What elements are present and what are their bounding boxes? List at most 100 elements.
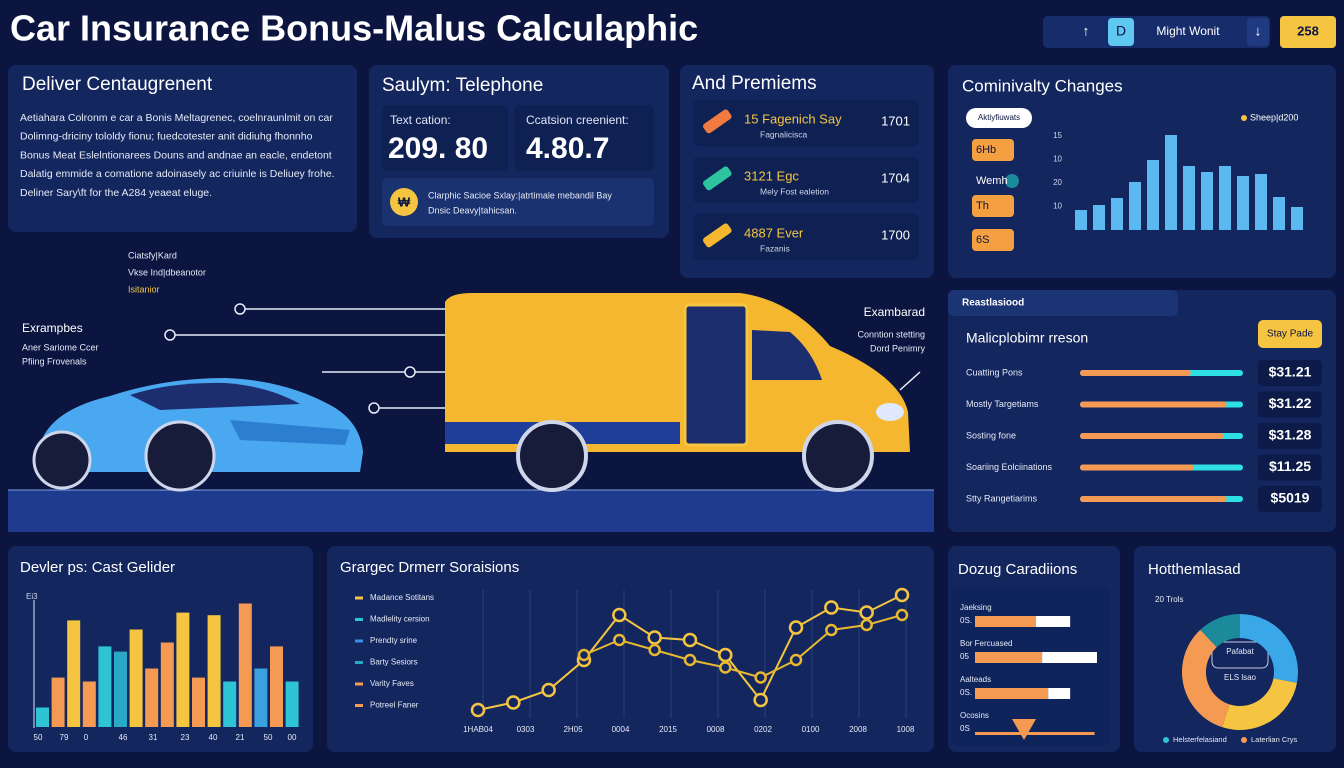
bar-segment: [975, 616, 1036, 627]
button[interactable]: [1258, 320, 1322, 348]
bar: [36, 707, 49, 727]
bar: [114, 651, 127, 727]
bar: [1255, 174, 1267, 230]
x-tick-label: 50: [264, 733, 273, 742]
panel-title: Deliver Centaugrenent: [22, 74, 213, 95]
item-name: 4887 Ever: [744, 225, 804, 240]
toolbar-item[interactable]: ↓: [1255, 23, 1262, 39]
paragraph-line: Bonus Meat Eslelntionarees Douns and and…: [20, 149, 332, 161]
bar-segment: [975, 688, 1049, 699]
panel-title: Grargec Drmerr Soraisions: [340, 559, 519, 576]
bar-segment: [1048, 688, 1071, 699]
progress-bar: [1080, 433, 1224, 439]
x-tick-label: 0008: [707, 725, 725, 734]
panel: [8, 65, 357, 232]
van-door: [683, 303, 749, 447]
progress-bar: [1080, 464, 1195, 471]
item-value: 1704: [881, 170, 910, 185]
hero-note: Conntion stetting: [857, 329, 925, 339]
side-label: Wemh: [976, 175, 1008, 187]
bar: [1183, 166, 1195, 230]
row-name: Stty Rangetiarims: [966, 493, 1038, 503]
paragraph-line: Deliner Sary\ft for the A284 yeaeat elug…: [20, 187, 212, 199]
paragraph-line: Aetiahara Colronm e car a Bonis Meltagre…: [20, 112, 333, 124]
donut-segment: [1240, 614, 1298, 683]
progress-bar: [1080, 401, 1227, 408]
item-icon: [703, 166, 732, 191]
point: [754, 671, 767, 684]
bar: [160, 642, 174, 727]
pill-text[interactable]: Aktiyfiuwats: [978, 113, 1020, 122]
point: [718, 647, 733, 663]
bar: [145, 668, 159, 727]
donut-icon: [1211, 641, 1269, 669]
bar-segment: [975, 732, 1095, 735]
value-box: [1258, 391, 1322, 418]
side-box: [972, 195, 1014, 217]
hero-note: Dord Penimry: [870, 343, 926, 353]
row-label: Aalteads: [960, 675, 991, 684]
item-icon: [703, 223, 732, 248]
bar: [270, 646, 283, 727]
row-name: Sosting fone: [966, 430, 1016, 440]
side-label: Th: [976, 200, 989, 212]
point: [470, 702, 486, 718]
van: [445, 293, 910, 492]
page-title: Car Insurance Bonus-Malus Calculaphic: [10, 8, 698, 49]
row-label: Jaeksing: [960, 603, 992, 612]
connector-dot: [404, 366, 416, 378]
value-box: [1258, 423, 1322, 449]
side-label: 6Hb: [976, 144, 996, 156]
bar: [238, 603, 252, 727]
x-tick-label: 0004: [612, 725, 630, 734]
axis-label: 20: [1053, 178, 1062, 187]
point: [825, 623, 838, 637]
button-label[interactable]: Stay Pade: [1267, 329, 1314, 340]
bar: [1129, 182, 1141, 230]
pill[interactable]: [966, 108, 1032, 128]
item-row: [693, 100, 919, 146]
paragraph-line: Dalatig emmide a comatione adoinasely ac…: [20, 168, 335, 180]
axis-label: 15: [1053, 131, 1062, 140]
x-tick-label: 0202: [754, 725, 772, 734]
toolbar-button[interactable]: [1108, 18, 1134, 46]
donut-segment: [1200, 614, 1240, 648]
point: [824, 600, 839, 615]
panel-title: Malicplobimr rreson: [966, 330, 1088, 346]
row-value: $31.21: [1269, 364, 1312, 380]
progress-bar: [1080, 496, 1227, 502]
toolbar-item[interactable]: Might Wonit: [1156, 24, 1220, 38]
note-line: Dnsic Deavy|tahicsan.: [428, 205, 517, 215]
badge-text[interactable]: 258: [1297, 23, 1319, 38]
x-tick-label: 23: [181, 733, 190, 742]
bar: [223, 681, 237, 727]
bar: [1075, 210, 1087, 230]
point: [789, 653, 803, 667]
donut-segment: [1222, 678, 1297, 730]
side-box: [972, 229, 1014, 251]
bar: [1165, 135, 1177, 230]
bar: [207, 615, 221, 727]
x-tick-label: 46: [119, 733, 128, 742]
toolbar-button[interactable]: [1247, 18, 1269, 46]
toolbar-item[interactable]: D: [1116, 23, 1126, 39]
hero-note: Vkse Ind|dbeanotor: [128, 267, 206, 277]
legend-dot: [1241, 115, 1247, 121]
x-tick-label: 2H05: [563, 725, 583, 734]
progress-bar: [1080, 370, 1191, 376]
point: [895, 608, 909, 622]
legend-swatch: [355, 704, 363, 707]
axis-label: 10: [1053, 202, 1062, 211]
donut-segment: [1182, 629, 1230, 728]
badge[interactable]: [1280, 16, 1336, 48]
legend-dot: [1163, 737, 1169, 743]
toolbar-item[interactable]: ↑: [1083, 23, 1090, 39]
legend-swatch: [355, 639, 363, 643]
row-value: $11.25: [1269, 458, 1311, 474]
axis-label: 10: [1053, 155, 1062, 164]
paragraph-line: Dolimng-driciny tololdy fionu; fuedcotes…: [20, 131, 313, 143]
point: [613, 633, 626, 647]
legend-swatch: [355, 618, 363, 621]
bar: [51, 677, 65, 727]
